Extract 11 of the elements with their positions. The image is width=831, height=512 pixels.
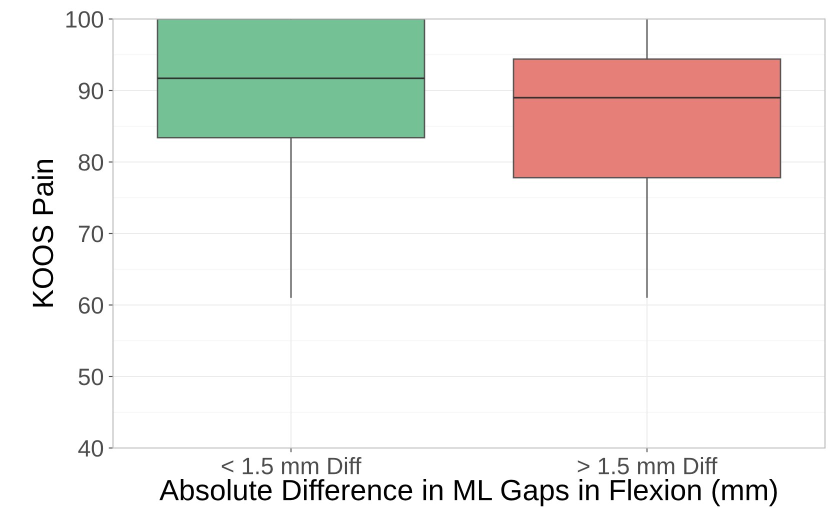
y-tick-label: 40	[78, 440, 104, 457]
y-tick-label: 60	[78, 297, 104, 314]
y-tick-label: 50	[78, 368, 104, 386]
y-axis-title: KOOS Pain	[32, 160, 54, 306]
y-tick-label: 100	[66, 11, 104, 28]
y-tick-label: 80	[78, 154, 104, 171]
x-tick-label: > 1.5 mm Diff	[578, 457, 718, 474]
y-tick-label: 90	[78, 82, 104, 100]
y-tick-label: 70	[78, 226, 104, 242]
x-tick-label: < 1.5 mm Diff	[222, 457, 362, 474]
x-axis-title: Absolute Difference in ML Gaps in Flexion (mm)	[159, 479, 777, 506]
